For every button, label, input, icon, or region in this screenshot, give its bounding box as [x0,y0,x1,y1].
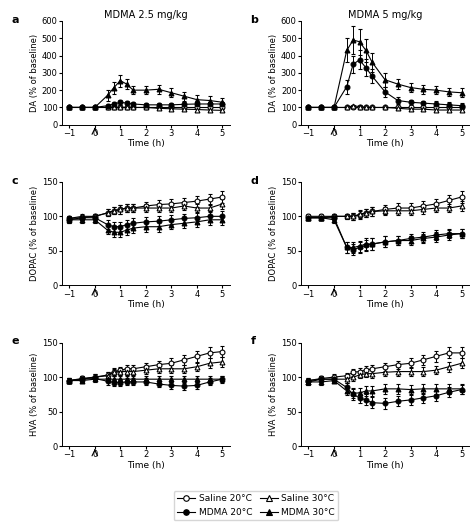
Y-axis label: DOPAC (% of baseline): DOPAC (% of baseline) [269,186,278,281]
Text: b: b [250,15,258,25]
Title: MDMA 5 mg/kg: MDMA 5 mg/kg [348,10,422,20]
Text: a: a [11,15,18,25]
Y-axis label: DA (% of baseline): DA (% of baseline) [30,34,39,112]
X-axis label: Time (h): Time (h) [127,139,165,148]
Text: e: e [11,337,18,347]
Text: d: d [250,175,258,185]
Y-axis label: DA (% of baseline): DA (% of baseline) [269,34,278,112]
Y-axis label: DOPAC (% of baseline): DOPAC (% of baseline) [30,186,39,281]
Title: MDMA 2.5 mg/kg: MDMA 2.5 mg/kg [104,10,188,20]
X-axis label: Time (h): Time (h) [366,461,404,470]
X-axis label: Time (h): Time (h) [127,461,165,470]
X-axis label: Time (h): Time (h) [366,300,404,309]
Text: c: c [11,175,18,185]
Text: f: f [250,337,255,347]
X-axis label: Time (h): Time (h) [366,139,404,148]
Legend: Saline 20°C, MDMA 20°C, Saline 30°C, MDMA 30°C: Saline 20°C, MDMA 20°C, Saline 30°C, MDM… [173,491,338,520]
X-axis label: Time (h): Time (h) [127,300,165,309]
Y-axis label: HVA (% of baseline): HVA (% of baseline) [30,353,39,436]
Y-axis label: HVA (% of baseline): HVA (% of baseline) [269,353,278,436]
